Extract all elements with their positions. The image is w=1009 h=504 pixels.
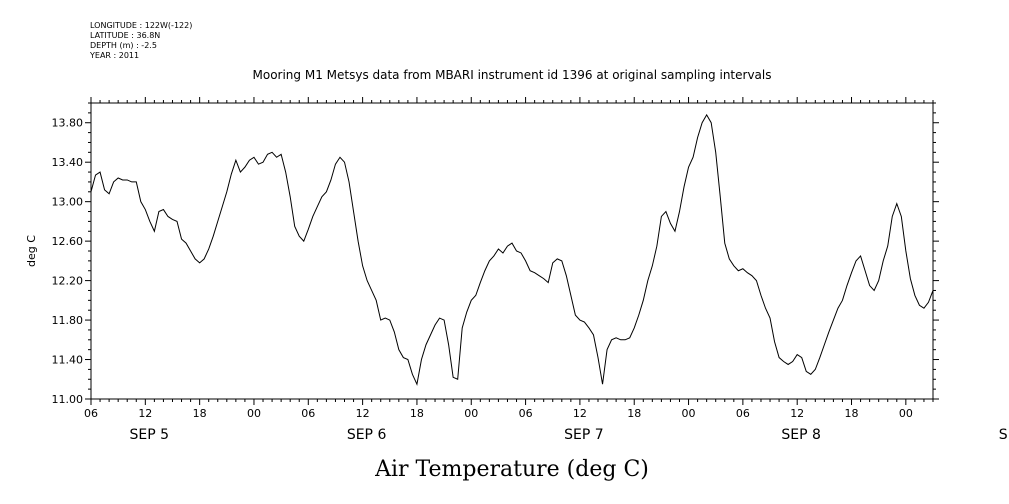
ticks-layer (85, 97, 939, 405)
series-line (90, 113, 934, 386)
x-tick-label: 06 (519, 407, 533, 420)
x-tick-label: 12 (356, 407, 370, 420)
y-tick-label: 13.40 (52, 156, 84, 169)
labels-layer: 06 12 18 00 06 12 18 00 06 12 18 00 06 12 18 00 SEP 5 SEP… (52, 117, 1009, 443)
x-tick-label: 06 (736, 407, 750, 420)
plot-frame (90, 102, 934, 400)
x-day-label: SEP 7 (564, 427, 604, 443)
x-axis-caption: Air Temperature (deg C) (374, 457, 649, 482)
x-tick-label: 12 (573, 407, 587, 420)
x-tick-label: 00 (247, 407, 261, 420)
x-day-label: SEP 6 (347, 427, 387, 443)
chart-title: Mooring M1 Metsys data from MBARI instru… (253, 68, 772, 82)
x-tick-label: 12 (138, 407, 152, 420)
x-tick-label: 18 (410, 407, 424, 420)
y-tick-label: 11.00 (52, 393, 84, 406)
x-tick-label: 18 (627, 407, 641, 420)
y-tick-label: 12.60 (52, 235, 84, 248)
x-tick-label: 06 (84, 407, 98, 420)
longitude-text: LONGITUDE : 122W(-122) (90, 21, 193, 30)
y-tick-label: 11.40 (52, 354, 84, 367)
x-day-label: SEP 5 (130, 427, 170, 443)
x-tick-label: 18 (845, 407, 859, 420)
latitude-text: LATITUDE : 36.8N (90, 31, 161, 40)
y-axis-label: deg C (25, 235, 38, 267)
depth-text: DEPTH (m) : -2.5 (90, 41, 157, 50)
x-day-label: SEP 8 (781, 427, 821, 443)
x-tick-label: 00 (899, 407, 913, 420)
x-tick-label: 00 (464, 407, 478, 420)
y-tick-label: 12.20 (52, 275, 84, 288)
x-tick-label: 18 (193, 407, 207, 420)
x-tick-label: 12 (790, 407, 804, 420)
x-tick-label: 00 (682, 407, 696, 420)
year-text: YEAR : 2011 (90, 51, 140, 60)
x-tick-label: 06 (301, 407, 315, 420)
x-day-label: SEP 9 (999, 427, 1009, 443)
metadata-block: LONGITUDE : 122W(-122) LATITUDE : 36.8N … (90, 21, 192, 61)
y-tick-label: 11.80 (52, 314, 84, 327)
y-tick-label: 13.00 (52, 196, 84, 209)
y-tick-label: 13.80 (52, 117, 84, 130)
